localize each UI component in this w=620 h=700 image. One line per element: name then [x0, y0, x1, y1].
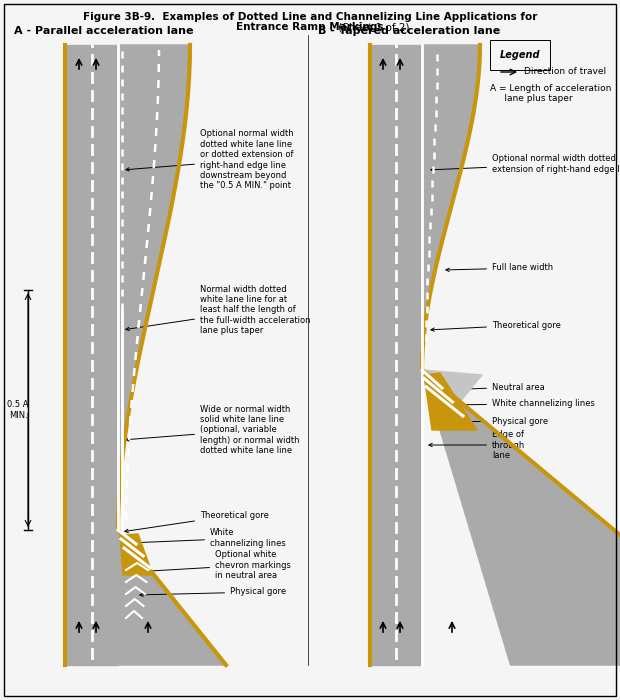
- Text: Wide or normal width
solid white lane line
(optional, variable
length) or normal: Wide or normal width solid white lane li…: [126, 405, 299, 455]
- Text: Normal width dotted
white lane line for at
least half the length of
the full-wid: Normal width dotted white lane line for …: [126, 285, 311, 335]
- Text: A - Parallel acceleration lane: A - Parallel acceleration lane: [14, 26, 193, 36]
- Polygon shape: [65, 45, 118, 665]
- Polygon shape: [422, 45, 620, 665]
- Text: Entrance Ramp Markings: Entrance Ramp Markings: [236, 22, 384, 32]
- Text: Physical gore: Physical gore: [140, 587, 286, 596]
- Text: Optional normal width
dotted white lane line
or dotted extension of
right-hand e: Optional normal width dotted white lane …: [126, 130, 294, 190]
- Text: Theoretical gore: Theoretical gore: [431, 321, 561, 331]
- Text: (Sheet 1 of 2): (Sheet 1 of 2): [335, 22, 409, 32]
- Polygon shape: [370, 45, 422, 665]
- Text: A = Length of acceleration
     lane plus taper: A = Length of acceleration lane plus tap…: [490, 84, 611, 104]
- Polygon shape: [120, 534, 153, 575]
- Text: Full lane width: Full lane width: [446, 263, 553, 272]
- Text: B - Tapered acceleration lane: B - Tapered acceleration lane: [318, 26, 500, 36]
- Text: Optional normal width dotted
extension of right-hand edge line: Optional normal width dotted extension o…: [431, 154, 620, 174]
- Text: Neutral area: Neutral area: [446, 382, 545, 391]
- Text: White channelizing lines: White channelizing lines: [436, 400, 595, 409]
- Text: Optional white
chevron markings
in neutral area: Optional white chevron markings in neutr…: [137, 550, 291, 580]
- Text: 0.5 A
MIN.: 0.5 A MIN.: [7, 400, 29, 420]
- Text: Edge of
through
lane: Edge of through lane: [429, 430, 525, 460]
- Text: Figure 3B-9.  Examples of Dotted Line and Channelizing Line Applications for: Figure 3B-9. Examples of Dotted Line and…: [83, 12, 537, 22]
- Polygon shape: [111, 45, 226, 665]
- Text: Direction of travel: Direction of travel: [524, 67, 606, 76]
- Text: White
channelizing lines: White channelizing lines: [132, 528, 286, 547]
- Text: Legend: Legend: [500, 50, 540, 60]
- Text: Theoretical gore: Theoretical gore: [125, 510, 269, 533]
- Polygon shape: [422, 370, 482, 430]
- Text: Physical gore: Physical gore: [441, 416, 548, 426]
- Polygon shape: [424, 373, 477, 430]
